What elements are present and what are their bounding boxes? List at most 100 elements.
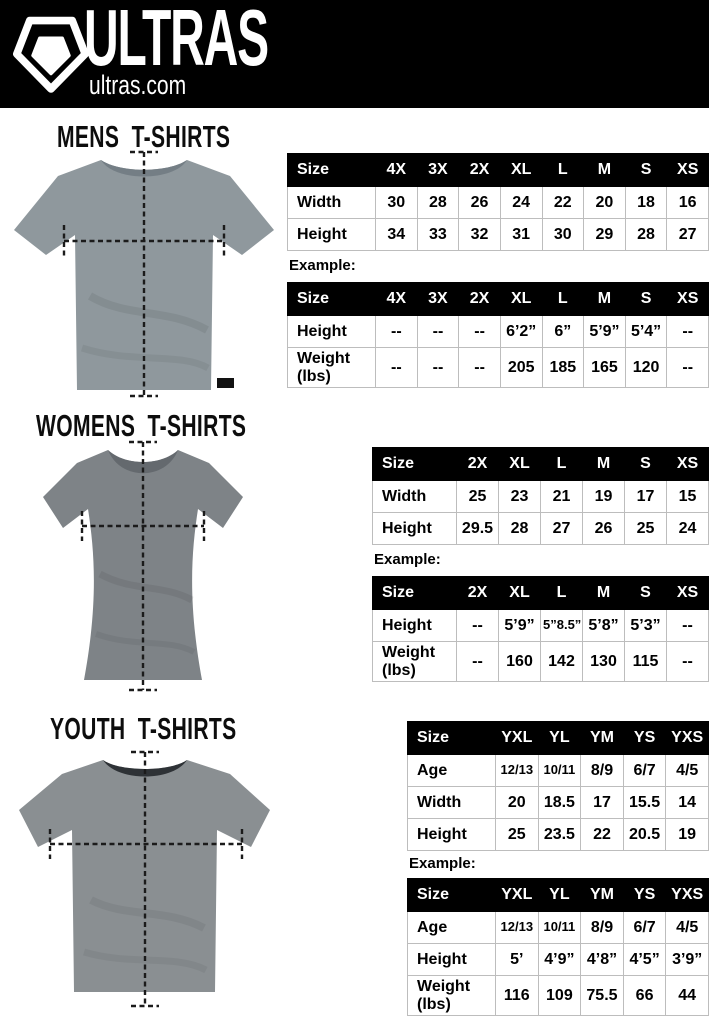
- size-column-header: YL: [537, 878, 582, 912]
- womens-tshirt-image: [43, 440, 243, 692]
- size-chart-table: Size YXL YL YM YS YXS Age 12/13 10/11 8/9 6/7 4/5 He…: [407, 878, 709, 1017]
- section-heading-youth: YOUTH T-SHIRTS: [50, 711, 237, 746]
- size-value-cell: 19: [665, 818, 709, 851]
- collar-shape: [103, 760, 187, 777]
- size-column-header: YXS: [665, 721, 709, 755]
- size-column-header: XL: [498, 576, 541, 610]
- size-value-cell: 27: [666, 218, 709, 251]
- size-value-cell: 27: [540, 512, 583, 545]
- size-column-header: M: [582, 576, 625, 610]
- size-chart-table: Size 4X 3X 2X XL L M S XS Width 30 28 26 24 22 20 18 16 He…: [287, 153, 709, 251]
- size-chart-table: Size 2X XL L M S XS Height -- 5’9” 5”8.5” 5’8” 5’3” -…: [372, 576, 709, 683]
- size-column-header: S: [624, 447, 667, 481]
- size-value-cell: 23.5: [537, 818, 582, 851]
- size-value-cell: 23: [498, 480, 541, 513]
- size-value-cell: 5’8”: [582, 609, 625, 642]
- size-value-cell: 4’9”: [537, 943, 582, 976]
- section-heading-mens: MENS T-SHIRTS: [57, 119, 231, 154]
- row-label: Width: [287, 186, 376, 219]
- size-value-cell: 8/9: [580, 754, 624, 787]
- size-value-cell: 142: [540, 640, 583, 683]
- mens-tshirt-image: [14, 150, 274, 398]
- size-value-cell: --: [666, 609, 709, 642]
- size-value-cell: 21: [540, 480, 583, 513]
- size-value-cell: --: [666, 640, 709, 683]
- size-value-cell: 18: [624, 186, 668, 219]
- size-value-cell: 4/5: [665, 911, 709, 944]
- row-label: Age: [407, 754, 496, 787]
- size-value-cell: 18.5: [537, 786, 582, 819]
- size-chart-table: Size 4X 3X 2X XL L M S XS Height -- -- -- 6’2” 6” 5’9” 5…: [287, 282, 709, 389]
- table-row: Height 29.5 28 27 26 25 24: [372, 512, 709, 545]
- size-value-cell: 116: [495, 974, 539, 1017]
- size-value-cell: --: [666, 315, 709, 348]
- table-row: Height 25 23.5 22 20.5 19: [407, 818, 709, 851]
- size-value-cell: 5’9”: [498, 609, 541, 642]
- table-row: Width 30 28 26 24 22 20 18 16: [287, 186, 709, 219]
- size-value-cell: 115: [624, 640, 667, 683]
- table-row: Weight (lbs) 116 109 75.5 66 44: [407, 974, 709, 1017]
- size-column-header: YM: [580, 721, 624, 755]
- size-column-header: XL: [499, 153, 543, 187]
- size-value-cell: 30: [541, 218, 585, 251]
- youth-tshirt-image: [19, 750, 270, 1008]
- size-value-cell: 6’2”: [499, 315, 543, 348]
- size-value-cell: 29: [583, 218, 626, 251]
- size-column-header: YXL: [495, 878, 539, 912]
- row-label: Height: [372, 512, 457, 545]
- size-column-header: 3X: [416, 153, 460, 187]
- size-chart-table: Size YXL YL YM YS YXS Age 12/13 10/11 8/9 6/7 4/5 Wi…: [407, 721, 709, 851]
- size-value-cell: 31: [499, 218, 543, 251]
- size-column-header: XL: [499, 282, 543, 316]
- table-row: Height -- -- -- 6’2” 6” 5’9” 5’4” --: [287, 315, 709, 348]
- size-value-cell: 14: [665, 786, 709, 819]
- table-corner-header: Size: [407, 878, 496, 912]
- size-column-header: XS: [666, 447, 709, 481]
- size-column-header: S: [624, 282, 668, 316]
- size-column-header: YS: [622, 878, 667, 912]
- size-value-cell: 6/7: [622, 754, 667, 787]
- table-row: Height 34 33 32 31 30 29 28 27: [287, 218, 709, 251]
- table-corner-header: Size: [407, 721, 496, 755]
- size-value-cell: 25: [495, 818, 539, 851]
- size-value-cell: --: [416, 315, 460, 348]
- size-value-cell: 15: [666, 480, 709, 513]
- mens-size-table: Size 4X 3X 2X XL L M S XS Width 30 28 26 24 22 20 18 16 He…: [287, 153, 709, 251]
- size-value-cell: 4/5: [665, 754, 709, 787]
- measurement-lines: [62, 150, 226, 398]
- row-label: Height: [372, 609, 457, 642]
- size-value-cell: 25: [624, 512, 667, 545]
- size-value-cell: 22: [580, 818, 624, 851]
- size-value-cell: --: [458, 315, 501, 348]
- table-row: Width 20 18.5 17 15.5 14: [407, 786, 709, 819]
- size-column-header: YS: [622, 721, 667, 755]
- row-label: Height: [407, 943, 496, 976]
- womens-example-table: Size 2X XL L M S XS Height -- 5’9” 5”8.5” 5’8” 5’3” -…: [372, 576, 709, 683]
- table-row: Height -- 5’9” 5”8.5” 5’8” 5’3” --: [372, 609, 709, 642]
- size-column-header: L: [541, 282, 585, 316]
- size-value-cell: 29.5: [456, 512, 499, 545]
- row-label: Weight (lbs): [372, 640, 457, 683]
- size-value-cell: --: [416, 346, 460, 389]
- table-row: Width 25 23 21 19 17 15: [372, 480, 709, 513]
- header: ULTRAS ultras.com: [0, 0, 709, 108]
- site-url: ultras.com: [89, 70, 187, 100]
- size-value-cell: 17: [580, 786, 624, 819]
- size-column-header: L: [540, 576, 583, 610]
- size-column-header: M: [582, 447, 625, 481]
- size-column-header: XL: [498, 447, 541, 481]
- size-value-cell: 22: [541, 186, 585, 219]
- size-column-header: YM: [580, 878, 624, 912]
- size-value-cell: --: [375, 315, 418, 348]
- size-value-cell: --: [666, 346, 709, 389]
- size-value-cell: 66: [622, 974, 667, 1017]
- youth-size-table: Size YXL YL YM YS YXS Age 12/13 10/11 8/9 6/7 4/5 Wi…: [407, 721, 709, 851]
- size-value-cell: 10/11: [537, 754, 582, 787]
- size-value-cell: --: [458, 346, 501, 389]
- size-value-cell: 3’9”: [665, 943, 709, 976]
- example-label: Example:: [409, 855, 476, 872]
- size-column-header: XS: [666, 153, 709, 187]
- table-row: Height 5’ 4’9” 4’8” 4’5” 3’9”: [407, 943, 709, 976]
- size-value-cell: 5’: [495, 943, 539, 976]
